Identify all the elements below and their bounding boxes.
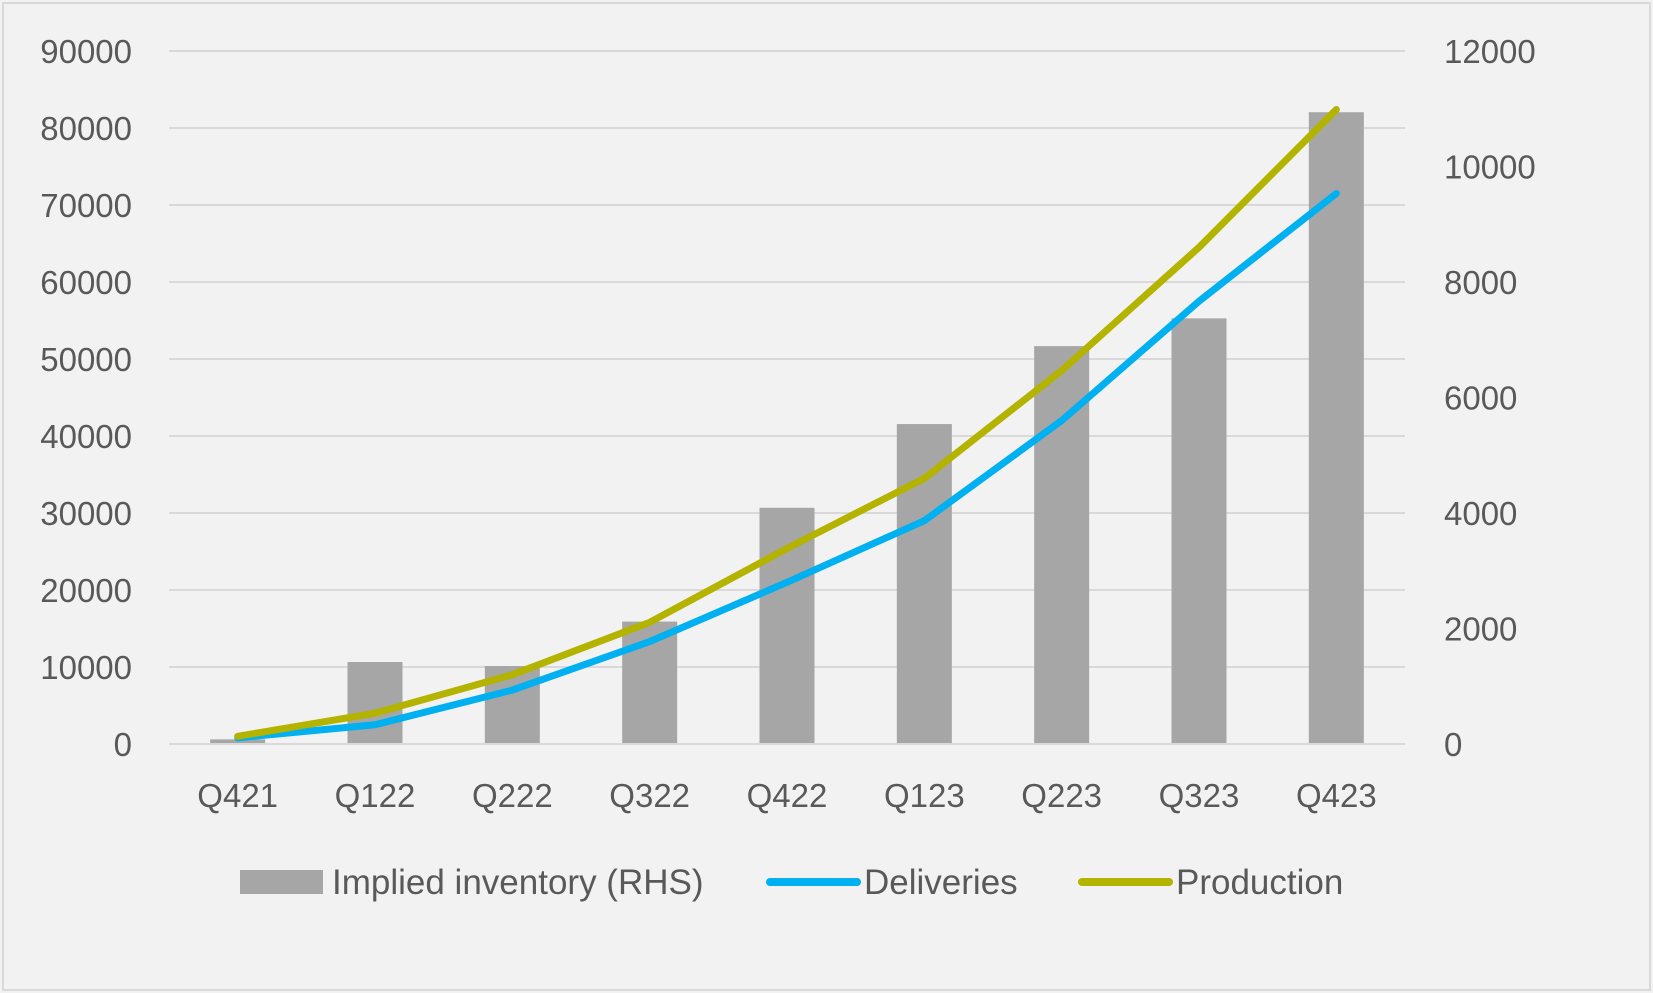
x-tick-label: Q423 bbox=[1296, 777, 1377, 814]
x-tick-label: Q322 bbox=[609, 777, 690, 814]
inventory-bar bbox=[210, 739, 266, 744]
right-tick-label: 4000 bbox=[1444, 495, 1517, 532]
right-tick-label: 2000 bbox=[1444, 611, 1517, 648]
left-tick-label: 40000 bbox=[40, 418, 132, 455]
left-tick-label: 10000 bbox=[40, 649, 132, 686]
legend-label: Deliveries bbox=[864, 863, 1018, 902]
left-axis: 0 10000 20000 30000 40000 50000 60000 70000 8000… bbox=[40, 33, 132, 763]
inventory-bar bbox=[1171, 318, 1227, 744]
inventory-bar bbox=[759, 507, 815, 744]
x-tick-label: Q223 bbox=[1021, 777, 1102, 814]
left-tick-label: 80000 bbox=[40, 110, 132, 147]
x-tick-label: Q421 bbox=[197, 777, 278, 814]
left-tick-label: 0 bbox=[114, 726, 132, 763]
x-tick-label: Q123 bbox=[884, 777, 965, 814]
right-tick-label: 6000 bbox=[1444, 380, 1517, 417]
inventory-bar bbox=[347, 661, 403, 744]
legend-label: Production bbox=[1176, 863, 1343, 902]
line-series bbox=[234, 106, 1340, 742]
right-axis: 0 2000 4000 6000 8000 10000 12000 bbox=[1444, 33, 1536, 763]
x-tick-label: Q422 bbox=[747, 777, 828, 814]
inventory-bar bbox=[1034, 346, 1090, 744]
chart: 0100002000030000400005000060000700008000… bbox=[40, 33, 1536, 902]
left-tick-label: 90000 bbox=[40, 33, 132, 70]
x-tick-label: Q122 bbox=[335, 777, 416, 814]
left-tick-label: 20000 bbox=[40, 572, 132, 609]
inventory-bar bbox=[1308, 112, 1364, 745]
production-line bbox=[234, 106, 1340, 740]
left-tick-label: 50000 bbox=[40, 341, 132, 378]
x-tick-label: Q323 bbox=[1159, 777, 1240, 814]
left-tick-label: 70000 bbox=[40, 187, 132, 224]
right-tick-label: 8000 bbox=[1444, 264, 1517, 301]
x-axis: Q421 Q122 Q222 Q322 Q422 Q123 Q223 Q323 Q423 bbox=[169, 743, 1405, 814]
legend-label: Implied inventory (RHS) bbox=[332, 863, 704, 902]
x-tick-label: Q222 bbox=[472, 777, 553, 814]
legend-swatch-bar bbox=[240, 870, 323, 894]
right-tick-label: 10000 bbox=[1444, 149, 1536, 186]
inventory-bar bbox=[896, 424, 952, 744]
deliveries-line bbox=[234, 189, 1340, 742]
left-tick-label: 60000 bbox=[40, 264, 132, 301]
right-tick-label: 12000 bbox=[1444, 33, 1536, 70]
left-tick-label: 30000 bbox=[40, 495, 132, 532]
legend: Implied inventory (RHS) Deliveries Product… bbox=[240, 863, 1343, 902]
right-tick-label: 0 bbox=[1444, 726, 1462, 763]
bar-series bbox=[210, 112, 1364, 745]
